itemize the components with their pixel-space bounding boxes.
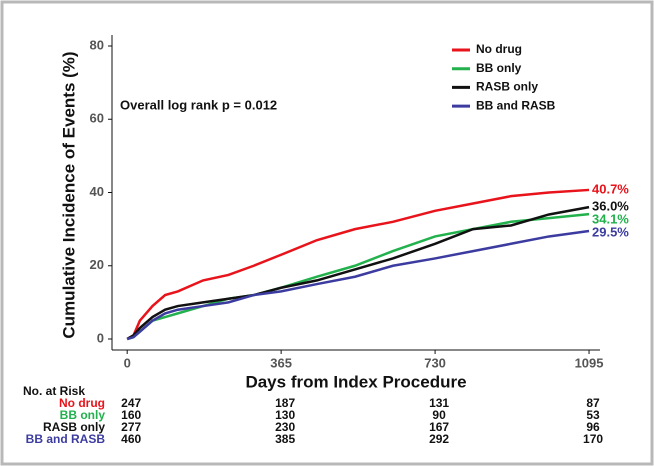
- risk-count: 292: [429, 432, 449, 446]
- risk-count: 167: [429, 420, 449, 434]
- risk-count: 230: [275, 420, 295, 434]
- risk-count: 385: [275, 432, 295, 446]
- risk-count: 160: [121, 408, 141, 422]
- series-line: [126, 188, 590, 341]
- y-tick-label: 60: [90, 111, 104, 126]
- y-tick-label: 40: [90, 184, 104, 199]
- risk-count: 131: [429, 396, 449, 410]
- risk-count: 90: [432, 408, 446, 422]
- x-tick-label: 1095: [575, 355, 604, 370]
- risk-count: 187: [275, 396, 295, 410]
- risk-title: No. at Risk: [23, 384, 85, 398]
- risk-count: 247: [121, 396, 141, 410]
- y-tick-label: 80: [90, 37, 104, 52]
- risk-count: 130: [275, 408, 295, 422]
- risk-row-name: No drug: [59, 396, 105, 410]
- legend-label: BB only: [476, 61, 522, 75]
- value-label: 40.7%: [592, 181, 629, 196]
- legend-label: RASB only: [476, 80, 538, 94]
- risk-row-name: BB only: [60, 408, 106, 422]
- value-label: 29.5%: [592, 225, 629, 240]
- risk-count: 460: [121, 432, 141, 446]
- series-line: [126, 205, 590, 341]
- risk-count: 170: [583, 432, 603, 446]
- annotation: Overall log rank p = 0.012: [120, 97, 277, 112]
- series-line: [126, 229, 590, 341]
- x-tick-label: 730: [424, 355, 446, 370]
- risk-row-name: BB and RASB: [26, 432, 106, 446]
- risk-count: 87: [586, 396, 600, 410]
- value-label: 34.1%: [592, 212, 629, 227]
- risk-count: 96: [586, 420, 600, 434]
- risk-count: 53: [586, 408, 600, 422]
- y-tick-label: 0: [97, 330, 104, 345]
- legend-label: BB and RASB: [476, 98, 556, 112]
- x-tick-label: 365: [270, 355, 292, 370]
- risk-count: 277: [121, 420, 141, 434]
- y-axis-label: Cumulative Incidence of Events (%): [59, 51, 78, 338]
- x-tick-label: 0: [124, 355, 131, 370]
- x-axis-label: Days from Index Procedure: [245, 372, 466, 391]
- legend-label: No drug: [476, 42, 522, 56]
- y-tick-label: 20: [90, 257, 104, 272]
- value-label: 36.0%: [592, 199, 629, 214]
- risk-row-name: RASB only: [43, 420, 105, 434]
